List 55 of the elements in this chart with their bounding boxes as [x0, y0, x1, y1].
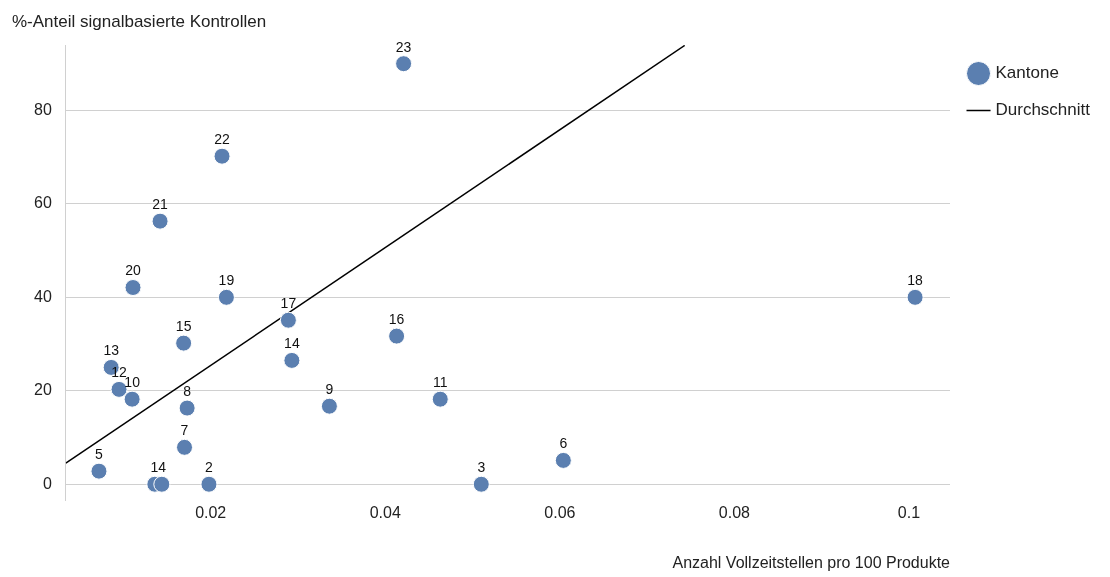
annotation: 5	[95, 446, 104, 463]
annotation: 14	[284, 335, 300, 352]
legend-label: Durchschnitt	[995, 100, 1091, 120]
annotation: 22	[214, 131, 231, 148]
annotation: 17	[280, 295, 297, 312]
point	[431, 390, 449, 408]
y-tick-label: 20	[34, 381, 52, 399]
point	[123, 390, 141, 408]
y-tick-label: 0	[42, 474, 52, 492]
annotation: 11	[432, 374, 448, 391]
x-tick-label: 0.1	[897, 503, 921, 521]
annotation: 10	[124, 374, 141, 391]
point	[151, 212, 169, 230]
annotation: 19	[218, 272, 235, 289]
annotation: 15	[175, 317, 192, 334]
point	[175, 334, 193, 352]
point	[217, 288, 235, 306]
point	[554, 451, 572, 469]
annotation: 14	[150, 459, 167, 476]
point	[906, 288, 924, 306]
annotation: 18	[907, 272, 924, 289]
x-tick-label: 0.06	[544, 503, 576, 521]
annotation: 20	[125, 262, 142, 279]
point	[200, 475, 218, 493]
annotation: 3	[477, 459, 486, 476]
annotation: 23	[395, 38, 412, 55]
annotation: 7	[180, 422, 189, 439]
annotation: 2	[205, 459, 214, 476]
annotation: 6	[559, 435, 568, 452]
annotation: 13	[103, 342, 120, 359]
legend-label: Kantone	[995, 63, 1059, 83]
point	[124, 279, 142, 297]
point	[213, 147, 231, 165]
point	[320, 397, 338, 415]
point	[178, 399, 196, 417]
point	[472, 475, 490, 493]
x-tick-label: 0.04	[369, 503, 401, 521]
y-tick-label: 60	[34, 194, 52, 212]
y-axis-title: %-Anteil signalbasierte Kontrollen	[12, 12, 267, 32]
x-axis-title: Anzahl Vollzeitstellen pro 100 Produkte	[672, 553, 951, 571]
annotation: 16	[388, 310, 405, 327]
annotation: 8	[183, 382, 192, 399]
annotation: 21	[152, 196, 169, 213]
annotation: 9	[325, 381, 334, 398]
point	[176, 438, 194, 456]
y-tick-label: 80	[34, 100, 52, 118]
x-tick-label: 0.02	[195, 503, 227, 521]
point	[279, 311, 297, 329]
point	[153, 475, 171, 493]
y-tick-label: 40	[34, 287, 52, 305]
point	[395, 55, 413, 73]
point	[90, 462, 108, 480]
point	[388, 327, 406, 345]
point	[283, 351, 301, 369]
x-tick-label: 0.08	[718, 503, 751, 521]
